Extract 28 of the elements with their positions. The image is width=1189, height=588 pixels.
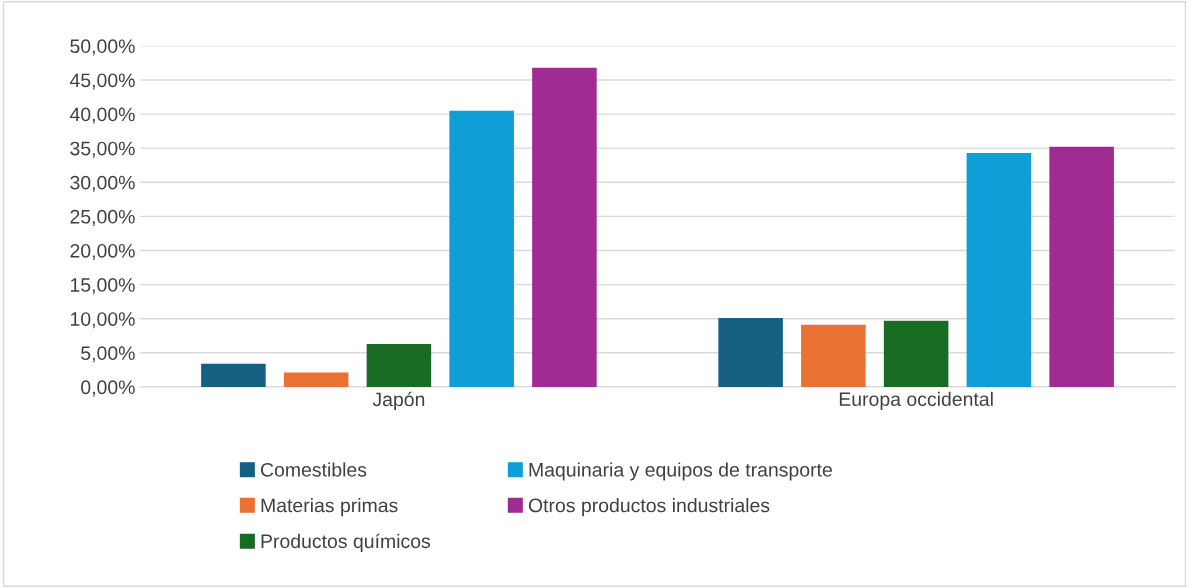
bar bbox=[883, 320, 949, 387]
y-tick-label: 35,00% bbox=[70, 141, 135, 158]
y-tick-label: 50,00% bbox=[70, 39, 135, 56]
bar bbox=[532, 67, 597, 387]
bar bbox=[283, 372, 349, 387]
bar bbox=[1049, 146, 1114, 387]
legend-label: Otros productos industriales bbox=[528, 498, 770, 517]
legend-label: Comestibles bbox=[260, 462, 367, 477]
y-tick-label: 5,00% bbox=[81, 346, 135, 363]
x-tick-label: Europa occidental bbox=[839, 391, 993, 410]
bar bbox=[201, 363, 266, 387]
y-tick-label: 25,00% bbox=[70, 209, 135, 226]
x-tick-label: Japón bbox=[372, 391, 425, 411]
y-tick-label: 40,00% bbox=[69, 107, 135, 124]
bar bbox=[449, 110, 514, 387]
legend-label: Maquinaria y equipos de transporte bbox=[529, 462, 832, 481]
y-tick-label: 15,00% bbox=[70, 278, 135, 295]
y-tick-label: 20,00% bbox=[70, 243, 135, 261]
bar bbox=[718, 318, 783, 387]
legend-label: Materias primas bbox=[261, 498, 398, 517]
bar bbox=[966, 152, 1032, 387]
y-tick-label: 0,00% bbox=[81, 380, 135, 397]
y-tick-label: 45,00% bbox=[69, 73, 135, 90]
bar bbox=[801, 324, 866, 387]
legend-label: Productos químicos bbox=[261, 533, 431, 552]
bar bbox=[366, 343, 432, 387]
y-tick-label: 10,00% bbox=[70, 312, 135, 329]
y-tick-label: 30,00% bbox=[70, 175, 135, 192]
